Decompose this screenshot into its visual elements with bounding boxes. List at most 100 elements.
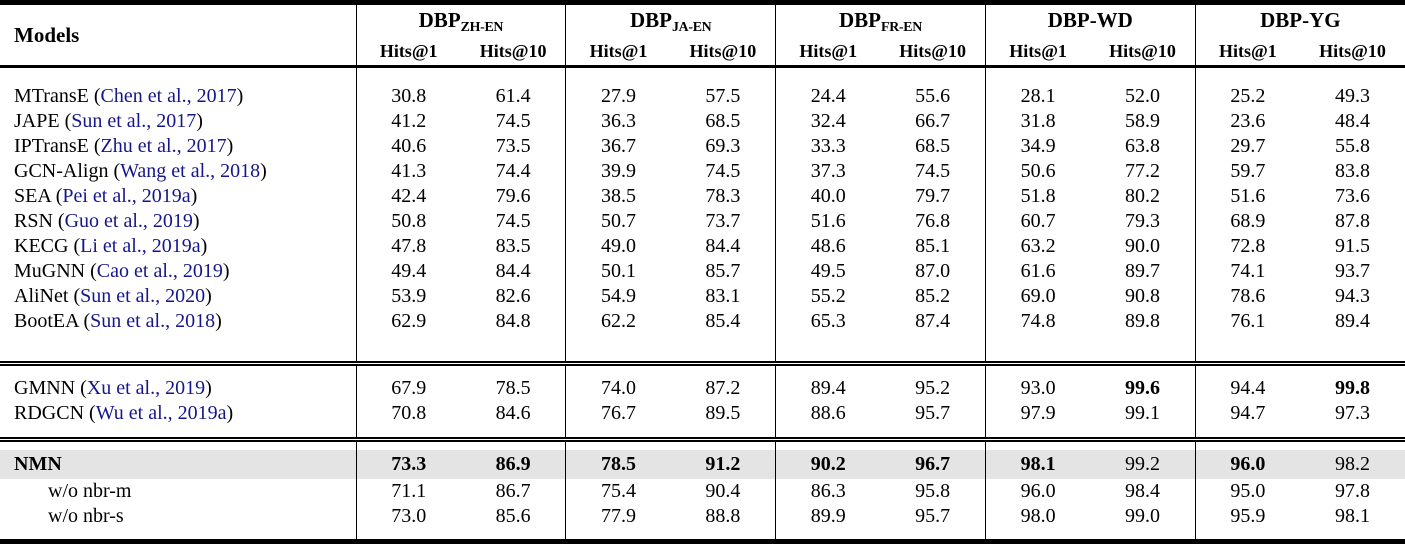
spacer-cell (671, 334, 776, 364)
model-name: GMNN (Xu et al., 2019) (14, 377, 212, 399)
metric-value: 99.0 (1124, 505, 1160, 527)
metric-value: 87.2 (705, 377, 741, 399)
spacer-cell (1090, 364, 1195, 377)
metric-value: 78.6 (1194, 284, 1301, 309)
citation-link[interactable]: Xu et al., 2019 (86, 377, 206, 399)
spacer-cell (1194, 334, 1301, 364)
metric-value: 91.2 (670, 450, 776, 479)
metric-value: 73.3 (355, 450, 461, 479)
metric-value: 98.0 (984, 504, 1091, 529)
citation-link[interactable]: Guo et al., 2019 (64, 210, 193, 232)
spacer-cell (880, 364, 985, 377)
metric-value: 50.8 (355, 209, 461, 234)
spacer-cell (565, 439, 671, 450)
table-row: NMN 73.3 86.9 78.5 91.2 90.2 96.7 98.1 99.2 96.0 9… (0, 450, 1405, 479)
metric-value: 79.6 (495, 185, 531, 207)
metric-value: 96.7 (880, 450, 986, 479)
spacer-row (0, 426, 1405, 440)
metric-value: 47.8 (355, 234, 461, 259)
metric-value: 61.4 (495, 85, 531, 107)
spacer-cell (775, 529, 881, 542)
metric-value: 41.3 (355, 159, 461, 184)
metric-value: 55.6 (915, 85, 951, 107)
metric-value: 30.8 (355, 84, 461, 109)
spacer-cell (461, 426, 566, 440)
metric-value: 51.6 (775, 209, 881, 234)
metric-value: 94.4 (1194, 376, 1301, 401)
table-header: Models DBPZH-EN DBPJA-EN DBPFR-EN DBP-WD… (0, 2, 1405, 67)
citation-link[interactable]: Cao et al., 2019 (96, 260, 223, 282)
table-row: RSN (Guo et al., 2019) 50.8 74.5 50.7 73.7 51… (0, 209, 1405, 234)
metric-value: 31.8 (984, 109, 1091, 134)
metric-value: 55.8 (1335, 135, 1371, 157)
spacer-cell (1194, 66, 1301, 84)
metric-value: 68.5 (915, 135, 951, 157)
metric-value: 96.0 (984, 479, 1091, 504)
metric-value: 99.6 (1124, 377, 1160, 399)
spacer-cell (880, 440, 985, 451)
spacer-cell (984, 334, 1091, 364)
metric-value: 95.7 (915, 505, 951, 527)
metric-value: 32.4 (775, 109, 881, 134)
hits-at-1-header: Hits@1 (565, 38, 671, 67)
citation-link[interactable]: Wang et al., 2018 (120, 160, 261, 182)
metric-value: 89.7 (1124, 260, 1160, 282)
metric-value: 97.3 (1335, 402, 1371, 424)
spacer-cell (1090, 334, 1195, 364)
spacer-cell (355, 426, 461, 440)
citation-link[interactable]: Pei et al., 2019a (62, 185, 191, 207)
table-row: MTransE (Chen et al., 2017) 30.8 61.4 27.9 5… (0, 84, 1405, 109)
metric-value: 79.3 (1124, 210, 1160, 232)
metric-value: 84.8 (495, 310, 531, 332)
citation-link[interactable]: Sun et al., 2020 (80, 285, 206, 307)
spacer-cell (775, 439, 881, 450)
metric-value: 29.7 (1194, 134, 1301, 159)
metric-value: 41.2 (355, 109, 461, 134)
citation-link[interactable]: Chen et al., 2017 (100, 85, 237, 107)
model-name: NMN (0, 450, 356, 479)
spacer-cell (671, 67, 776, 85)
metric-value: 62.9 (355, 309, 461, 334)
metric-value: 83.8 (1335, 160, 1371, 182)
metric-value: 90.8 (1124, 285, 1160, 307)
metric-value: 65.3 (775, 309, 881, 334)
group-label: DBP (629, 8, 672, 33)
metric-value: 74.0 (565, 376, 671, 401)
models-column-header: Models (14, 22, 80, 47)
metric-value: 49.4 (355, 259, 461, 284)
citation-link[interactable]: Sun et al., 2018 (90, 310, 216, 332)
citation-link[interactable]: Zhu et al., 2017 (100, 135, 227, 157)
metric-value: 51.8 (984, 184, 1091, 209)
spacer-cell (880, 426, 985, 440)
model-name: w/o nbr-m (48, 480, 132, 502)
metric-value: 59.7 (1194, 159, 1301, 184)
metric-value: 93.0 (984, 376, 1091, 401)
spacer-cell (1194, 363, 1301, 376)
model-name: MuGNN (Cao et al., 2019) (14, 260, 230, 282)
metric-value: 74.5 (495, 110, 531, 132)
metric-value: 95.8 (915, 480, 951, 502)
spacer-cell (880, 529, 985, 542)
spacer-cell (461, 67, 566, 85)
group-label: DBP-WD (1047, 8, 1133, 33)
metric-value: 50.7 (565, 209, 671, 234)
table-section-nmn: NMN 73.3 86.9 78.5 91.2 90.2 96.7 98.1 99.2 96.0 9… (0, 439, 1405, 542)
spacer-cell (1194, 439, 1301, 450)
citation-link[interactable]: Sun et al., 2017 (71, 110, 197, 132)
metric-value: 38.5 (565, 184, 671, 209)
table-row: MuGNN (Cao et al., 2019) 49.4 84.4 50.1 85.7… (0, 259, 1405, 284)
model-name: KECG (Li et al., 2019a) (14, 235, 208, 257)
metric-value: 68.9 (1194, 209, 1301, 234)
spacer-cell (355, 363, 461, 376)
metric-value: 69.0 (984, 284, 1091, 309)
metric-value: 25.2 (1194, 84, 1301, 109)
hits-at-1-header: Hits@1 (355, 38, 461, 67)
citation-link[interactable]: Li et al., 2019a (80, 235, 201, 257)
spacer-cell (461, 364, 566, 377)
group-header-dbp-yg: DBP-YG (1194, 2, 1405, 38)
spacer-cell (775, 363, 881, 376)
model-name: SEA (Pei et al., 2019a) (14, 185, 198, 207)
citation-link[interactable]: Wu et al., 2019a (95, 402, 227, 424)
metric-value: 74.8 (984, 309, 1091, 334)
group-header-dbp-zh-en: DBPZH-EN (355, 2, 566, 38)
